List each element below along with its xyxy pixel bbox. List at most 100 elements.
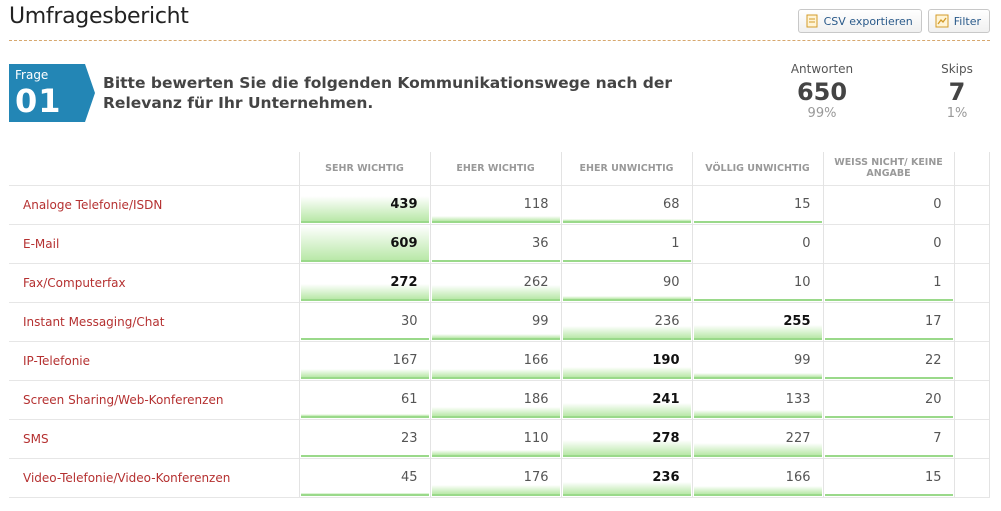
row-spacer bbox=[954, 340, 990, 380]
value-bar bbox=[431, 284, 560, 301]
value-cell: 45 bbox=[299, 457, 431, 498]
value-bar bbox=[562, 402, 691, 418]
value-bar bbox=[693, 324, 822, 340]
value-cell: 99 bbox=[430, 301, 562, 341]
value-cell: 439 bbox=[299, 184, 431, 224]
row-spacer bbox=[954, 184, 990, 224]
row-label: Analoge Telefonie/ISDN bbox=[9, 184, 300, 224]
value-cell: 10 bbox=[692, 262, 824, 302]
answers-stat: Antworten 650 99% bbox=[777, 62, 867, 121]
value-bar bbox=[431, 484, 560, 496]
value-bar bbox=[824, 415, 953, 418]
table-header-row: SEHR WICHTIG EHER WICHTIG EHER UNWICHTIG… bbox=[9, 152, 990, 185]
column-header: EHER UNWICHTIG bbox=[561, 152, 693, 185]
value-number: 0 bbox=[802, 236, 811, 251]
value-number: 278 bbox=[652, 431, 680, 446]
value-bar bbox=[562, 218, 691, 223]
row-label: IP-Telefonie bbox=[9, 340, 300, 380]
value-number: 22 bbox=[924, 353, 942, 368]
page-title: Umfragesbericht bbox=[9, 4, 189, 29]
value-number: 90 bbox=[662, 275, 680, 290]
value-bar bbox=[300, 224, 429, 262]
question-text: Bitte bewerten Sie die folgenden Kommuni… bbox=[103, 74, 673, 112]
table-body: Analoge Telefonie/ISDN 439 118 68 15 0 E-Mail 6… bbox=[9, 184, 990, 498]
value-cell: 61 bbox=[299, 379, 431, 419]
value-cell: 36 bbox=[430, 223, 562, 263]
csv-export-label: CSV exportieren bbox=[823, 14, 913, 28]
value-cell: 110 bbox=[430, 418, 562, 458]
table-row: Instant Messaging/Chat 30 99 236 255 17 bbox=[9, 301, 990, 341]
value-cell: 190 bbox=[561, 340, 693, 380]
value-bar bbox=[693, 485, 822, 496]
value-bar bbox=[562, 259, 691, 262]
csv-export-button[interactable]: CSV exportieren bbox=[797, 9, 922, 33]
table-row: SMS 23 110 278 227 7 bbox=[9, 418, 990, 458]
value-number: 15 bbox=[924, 470, 942, 485]
value-number: 133 bbox=[785, 392, 811, 407]
value-number: 68 bbox=[662, 197, 680, 212]
value-cell: 7 bbox=[823, 418, 955, 458]
value-number: 166 bbox=[523, 353, 549, 368]
value-number: 15 bbox=[793, 197, 811, 212]
value-cell: 90 bbox=[561, 262, 693, 302]
row-spacer bbox=[954, 379, 990, 419]
filter-label: Filter bbox=[953, 14, 981, 28]
toolbar: CSV exportieren Filter bbox=[797, 9, 990, 33]
row-label: Screen Sharing/Web-Konferenzen bbox=[9, 379, 300, 419]
question-badge: Frage 01 bbox=[9, 64, 95, 122]
value-bar bbox=[693, 220, 822, 223]
results-table: SEHR WICHTIG EHER WICHTIG EHER UNWICHTIG… bbox=[9, 152, 990, 498]
value-cell: 255 bbox=[692, 301, 824, 341]
skips-label: Skips bbox=[941, 62, 973, 76]
value-cell: 236 bbox=[561, 457, 693, 498]
answers-label: Antworten bbox=[790, 62, 854, 76]
value-cell: 609 bbox=[299, 223, 431, 263]
value-bar bbox=[824, 493, 953, 496]
value-bar bbox=[300, 454, 429, 457]
value-bar bbox=[300, 492, 429, 496]
value-bar bbox=[300, 195, 429, 223]
value-number: 241 bbox=[652, 392, 680, 407]
row-label: SMS bbox=[9, 418, 300, 458]
value-bar bbox=[693, 372, 822, 379]
chart-icon bbox=[935, 14, 949, 28]
results-table-wrapper: SEHR WICHTIG EHER WICHTIG EHER UNWICHTIG… bbox=[9, 152, 990, 498]
divider bbox=[9, 40, 990, 41]
skips-value: 7 bbox=[948, 78, 966, 106]
value-number: 7 bbox=[933, 431, 942, 446]
value-cell: 176 bbox=[430, 457, 562, 498]
value-bar bbox=[562, 366, 691, 379]
value-number: 176 bbox=[523, 470, 549, 485]
filter-button[interactable]: Filter bbox=[927, 9, 990, 33]
column-header: WEISS NICHT/ KEINE ANGABE bbox=[823, 152, 955, 185]
value-bar bbox=[824, 454, 953, 457]
value-number: 227 bbox=[785, 431, 811, 446]
column-header: SEHR WICHTIG bbox=[299, 152, 431, 185]
value-cell: 167 bbox=[299, 340, 431, 380]
value-bar bbox=[693, 409, 822, 418]
question-badge-label: Frage bbox=[15, 68, 49, 82]
skips-stat: Skips 7 1% bbox=[922, 62, 992, 121]
value-bar bbox=[300, 337, 429, 340]
value-number: 45 bbox=[400, 470, 418, 485]
value-number: 609 bbox=[390, 236, 418, 251]
table-row: IP-Telefonie 167 166 190 99 22 bbox=[9, 340, 990, 380]
value-number: 1 bbox=[671, 236, 680, 251]
value-cell: 118 bbox=[430, 184, 562, 224]
value-cell: 272 bbox=[299, 262, 431, 302]
row-spacer bbox=[954, 262, 990, 302]
row-label: E-Mail bbox=[9, 223, 300, 263]
value-number: 23 bbox=[400, 431, 418, 446]
value-cell: 166 bbox=[692, 457, 824, 498]
document-icon bbox=[805, 14, 819, 28]
value-number: 186 bbox=[523, 392, 549, 407]
answers-value: 650 bbox=[796, 78, 848, 106]
row-label: Video-Telefonie/Video-Konferenzen bbox=[9, 457, 300, 498]
value-bar bbox=[562, 325, 691, 340]
value-cell: 30 bbox=[299, 301, 431, 341]
value-cell: 15 bbox=[823, 457, 955, 498]
value-number: 272 bbox=[390, 275, 418, 290]
row-spacer bbox=[954, 223, 990, 263]
header-spacer bbox=[954, 152, 990, 185]
row-spacer bbox=[954, 457, 990, 498]
